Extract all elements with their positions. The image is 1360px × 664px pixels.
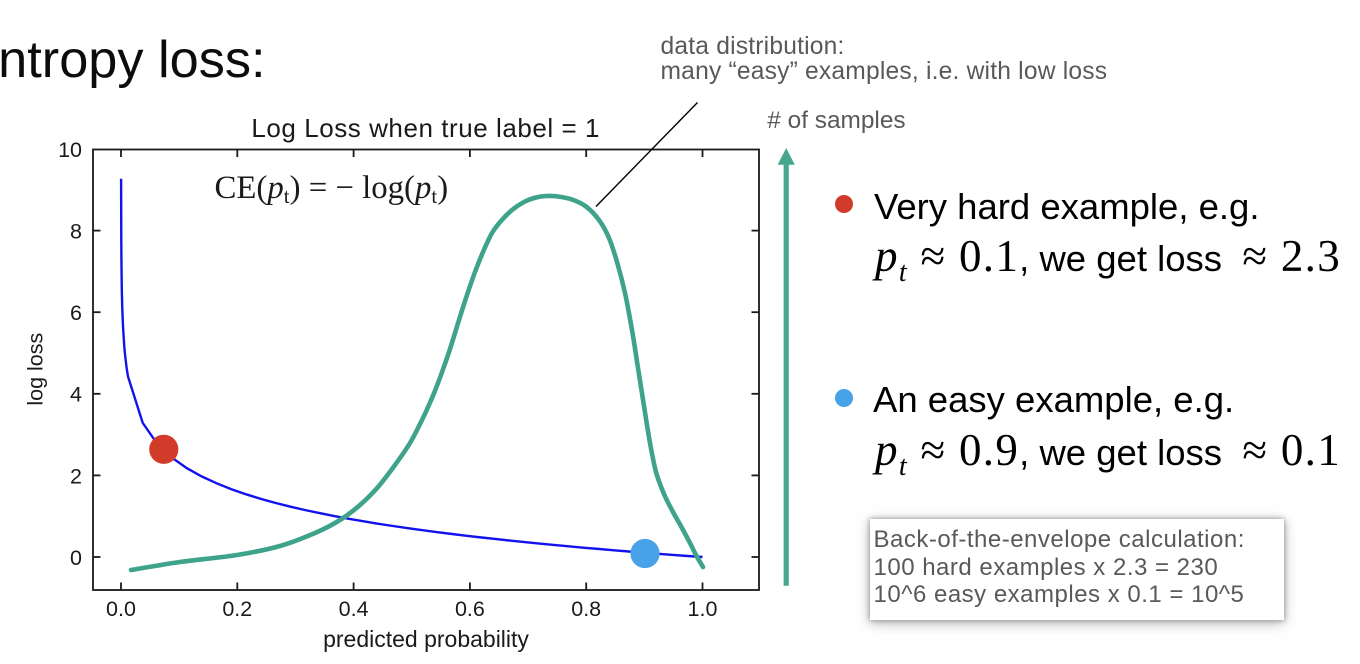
svg-text:1.0: 1.0: [688, 597, 718, 621]
svg-text:2: 2: [70, 464, 82, 488]
svg-text:6: 6: [70, 301, 82, 325]
svg-text:0.4: 0.4: [339, 597, 369, 621]
svg-text:0.0: 0.0: [106, 597, 136, 621]
svg-text:0: 0: [70, 546, 82, 570]
svg-text:log loss: log loss: [24, 333, 48, 406]
svg-text:0.8: 0.8: [571, 597, 601, 621]
svg-text:0.6: 0.6: [455, 597, 485, 621]
svg-text:10: 10: [58, 138, 82, 162]
svg-text:CE(pt) = − log(pt): CE(pt) = − log(pt): [215, 170, 449, 208]
svg-text:8: 8: [70, 220, 82, 244]
svg-text:4: 4: [70, 383, 82, 407]
svg-text:0.2: 0.2: [222, 597, 252, 621]
svg-text:Log Loss when true label = 1: Log Loss when true label = 1: [251, 113, 600, 143]
svg-text:predicted probability: predicted probability: [323, 626, 529, 652]
